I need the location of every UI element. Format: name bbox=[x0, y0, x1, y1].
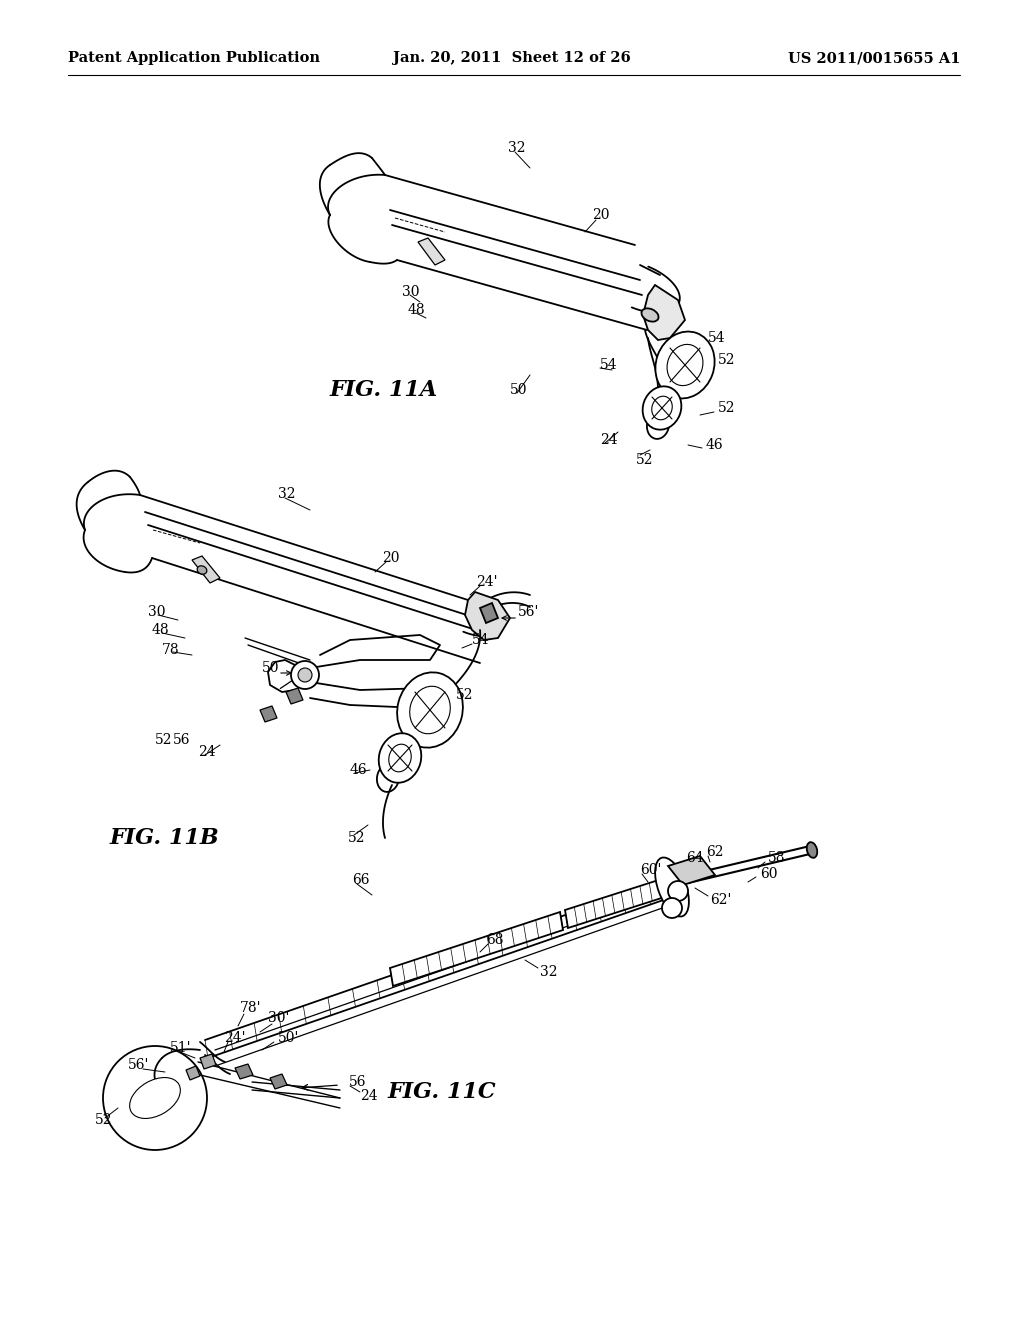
Polygon shape bbox=[465, 591, 510, 640]
Text: 32: 32 bbox=[508, 141, 525, 154]
Text: 52: 52 bbox=[155, 733, 172, 747]
Polygon shape bbox=[480, 603, 498, 623]
Text: 58: 58 bbox=[768, 851, 785, 865]
Text: 20: 20 bbox=[382, 550, 399, 565]
Polygon shape bbox=[643, 285, 685, 341]
Text: 52: 52 bbox=[718, 401, 735, 414]
Text: 60': 60' bbox=[640, 863, 662, 876]
Text: 30': 30' bbox=[268, 1011, 290, 1026]
Ellipse shape bbox=[655, 331, 715, 399]
Ellipse shape bbox=[647, 411, 669, 440]
Text: 54: 54 bbox=[472, 634, 489, 647]
Text: 24': 24' bbox=[224, 1031, 246, 1045]
Text: US 2011/0015655 A1: US 2011/0015655 A1 bbox=[787, 51, 961, 65]
Text: 46: 46 bbox=[706, 438, 724, 451]
Ellipse shape bbox=[397, 672, 463, 747]
Ellipse shape bbox=[667, 345, 702, 385]
Text: 60: 60 bbox=[760, 867, 777, 880]
Text: 62': 62' bbox=[710, 894, 731, 907]
Text: 56: 56 bbox=[173, 733, 190, 747]
Text: 54: 54 bbox=[708, 331, 726, 345]
Text: FIG. 11C: FIG. 11C bbox=[388, 1081, 497, 1104]
Text: 20: 20 bbox=[592, 209, 609, 222]
Text: FIG. 11A: FIG. 11A bbox=[330, 379, 438, 401]
Text: 66: 66 bbox=[352, 873, 370, 887]
Ellipse shape bbox=[389, 744, 412, 772]
Ellipse shape bbox=[651, 396, 672, 420]
Text: 52: 52 bbox=[348, 832, 366, 845]
Text: 52: 52 bbox=[95, 1113, 113, 1127]
Ellipse shape bbox=[655, 858, 689, 916]
Text: 50: 50 bbox=[510, 383, 527, 397]
Text: 32: 32 bbox=[540, 965, 557, 979]
Ellipse shape bbox=[807, 842, 817, 858]
Text: 24: 24 bbox=[198, 744, 216, 759]
Text: 50': 50' bbox=[278, 1031, 299, 1045]
Polygon shape bbox=[200, 1053, 216, 1069]
Text: 64: 64 bbox=[686, 851, 703, 865]
Text: FIG. 11B: FIG. 11B bbox=[110, 828, 219, 849]
Polygon shape bbox=[286, 688, 303, 704]
Text: Patent Application Publication: Patent Application Publication bbox=[68, 51, 319, 65]
Polygon shape bbox=[668, 855, 715, 884]
Text: 32: 32 bbox=[278, 487, 296, 502]
Text: 52: 52 bbox=[456, 688, 473, 702]
Text: 24: 24 bbox=[360, 1089, 378, 1104]
Ellipse shape bbox=[377, 764, 399, 792]
Text: 52: 52 bbox=[718, 352, 735, 367]
Text: 56': 56' bbox=[128, 1059, 150, 1072]
Text: 56: 56 bbox=[349, 1074, 367, 1089]
Text: 48: 48 bbox=[408, 304, 426, 317]
Circle shape bbox=[298, 668, 312, 682]
Text: 68: 68 bbox=[486, 933, 504, 946]
Polygon shape bbox=[565, 876, 671, 928]
Text: 54: 54 bbox=[600, 358, 617, 372]
Circle shape bbox=[103, 1045, 207, 1150]
Polygon shape bbox=[390, 912, 563, 986]
Polygon shape bbox=[418, 238, 445, 265]
Polygon shape bbox=[234, 1064, 253, 1078]
Text: 30: 30 bbox=[148, 605, 166, 619]
Polygon shape bbox=[193, 556, 220, 583]
Ellipse shape bbox=[379, 733, 421, 783]
Ellipse shape bbox=[130, 1077, 180, 1118]
Text: 24': 24' bbox=[476, 576, 498, 589]
Polygon shape bbox=[270, 1074, 287, 1089]
Text: 24: 24 bbox=[600, 433, 617, 447]
Text: 78': 78' bbox=[240, 1001, 261, 1015]
Ellipse shape bbox=[641, 309, 658, 322]
Ellipse shape bbox=[198, 566, 207, 574]
Circle shape bbox=[291, 661, 319, 689]
Ellipse shape bbox=[410, 686, 451, 734]
Text: 30: 30 bbox=[402, 285, 420, 300]
Polygon shape bbox=[260, 706, 278, 722]
Polygon shape bbox=[186, 1067, 200, 1080]
Text: 56': 56' bbox=[518, 605, 540, 619]
Circle shape bbox=[662, 898, 682, 917]
Text: Jan. 20, 2011  Sheet 12 of 26: Jan. 20, 2011 Sheet 12 of 26 bbox=[393, 51, 631, 65]
Text: 51': 51' bbox=[170, 1041, 191, 1055]
Ellipse shape bbox=[643, 387, 681, 430]
Text: 52: 52 bbox=[636, 453, 653, 467]
Text: 46: 46 bbox=[350, 763, 368, 777]
Text: 50: 50 bbox=[262, 661, 280, 675]
Circle shape bbox=[668, 880, 688, 902]
Text: 48: 48 bbox=[152, 623, 170, 638]
Text: 78: 78 bbox=[162, 643, 179, 657]
Text: 62: 62 bbox=[706, 845, 724, 859]
